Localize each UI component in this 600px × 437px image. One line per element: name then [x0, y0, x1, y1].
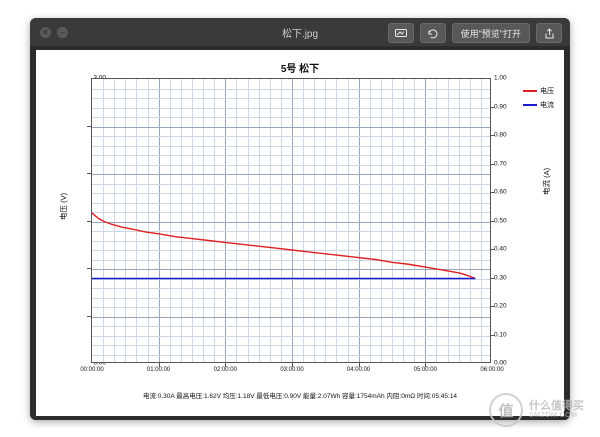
minimize-icon[interactable]: – [57, 27, 68, 38]
rotate-icon[interactable] [419, 23, 446, 43]
x-tick: 03:00:00 [280, 367, 304, 373]
titlebar-actions: 使用"预览"打开 [387, 23, 562, 43]
markup-icon[interactable] [387, 23, 414, 43]
chart-annotation: 电流:0.30A 最高电压:1.62V 均压:1.18V 最低电压:0.90V … [142, 393, 458, 400]
image-viewer-window: ✕ – 松下.jpg 使用"预览"打开 [30, 18, 570, 420]
y-tick-right: 0.20 [494, 302, 507, 310]
chart-legend: 电压 电流 [523, 86, 554, 114]
y-axis-label-right: 电流 (A) [542, 167, 551, 195]
plot-area [91, 78, 491, 363]
share-icon[interactable] [536, 23, 562, 43]
y-tick-right: 0.50 [494, 217, 507, 224]
watermark-badge: 值 [489, 393, 523, 427]
watermark: 值 什么值得买 SMZDM.COM [489, 393, 584, 427]
watermark-url: SMZDM.COM [529, 412, 578, 420]
legend-label-voltage: 电压 [540, 88, 554, 95]
chart-curves [92, 212, 476, 280]
y-tick-right: 0.80 [494, 131, 507, 139]
legend-swatch-voltage [523, 90, 537, 92]
y-axis-label-left: 电压 (V) [59, 192, 68, 220]
x-tick: 02:00:00 [213, 367, 237, 373]
legend-label-current: 电流 [540, 102, 554, 109]
x-tick: 00:00:00 [80, 367, 104, 373]
y-tick-right: 0.70 [494, 160, 507, 167]
legend-item-current: 电流 [523, 100, 554, 110]
chart-title: 5号 松下 [280, 64, 320, 75]
y-tick-right: 1.00 [494, 74, 507, 82]
y-tick-right: 0.30 [494, 274, 507, 281]
window-titlebar[interactable]: ✕ – 松下.jpg 使用"预览"打开 [30, 18, 570, 47]
x-tick: 01:00:00 [146, 367, 171, 373]
legend-item-voltage: 电压 [523, 86, 554, 96]
close-icon[interactable]: ✕ [40, 27, 51, 38]
chart-image: 5号 松下 电压 (V) 电流 (A) 电压 电流 3.00 2.50 [36, 50, 564, 416]
y-tick-right: 0.10 [494, 331, 507, 338]
y-tick-right: 0.40 [494, 245, 507, 253]
window-title: 松下.jpg [281, 29, 319, 40]
x-tick: 05:00:00 [413, 367, 437, 373]
watermark-title: 什么值得买 [529, 399, 584, 412]
y-tick-right: 0.00 [494, 359, 507, 367]
x-tick: 06:00:00 [480, 367, 504, 373]
x-tick: 04:00:00 [346, 367, 371, 373]
y-tick-left: 0.00 [93, 359, 106, 367]
legend-swatch-current [523, 104, 537, 106]
y-tick-right: 0.90 [494, 103, 507, 110]
y-tick-right: 0.60 [494, 188, 507, 196]
open-with-preview-button[interactable]: 使用"预览"打开 [451, 23, 530, 43]
image-area: 5号 松下 电压 (V) 电流 (A) 电压 电流 3.00 2.50 [30, 46, 570, 420]
